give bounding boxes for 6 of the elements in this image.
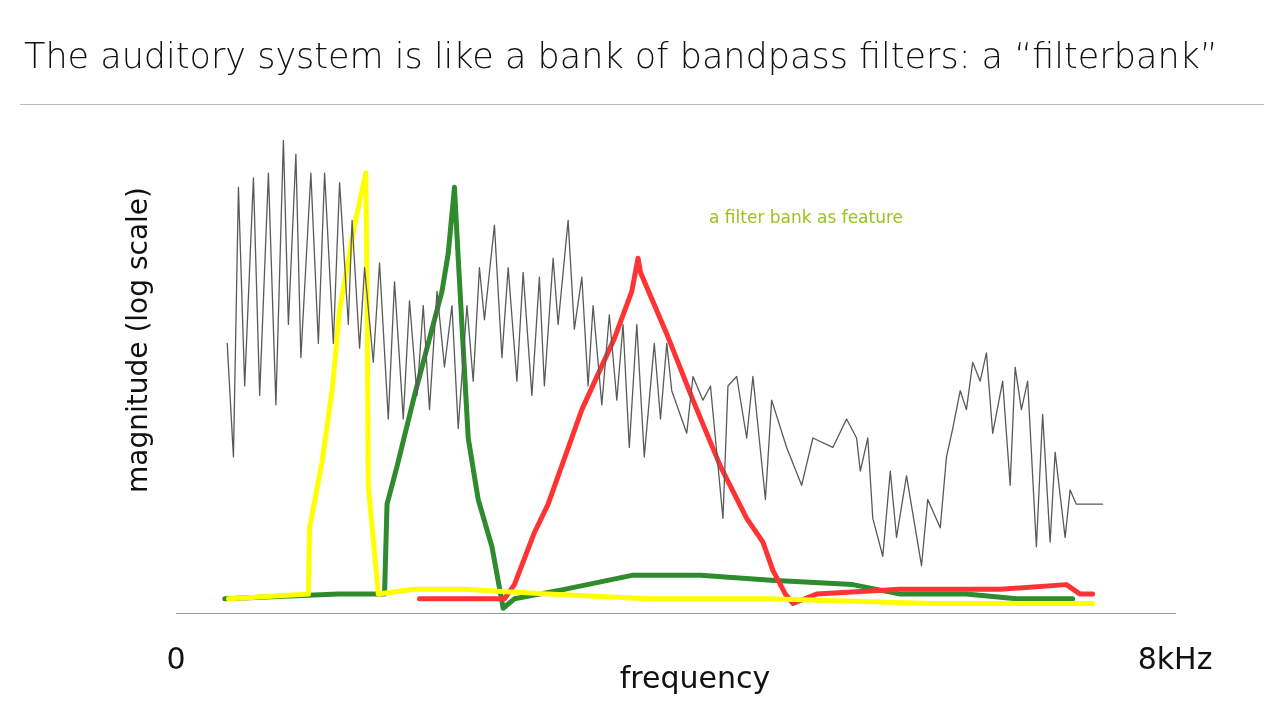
x-tick-label: 8kHz: [1137, 640, 1213, 676]
chart-title: The auditory system is like a bank of bandpass filters: a “filterbank”: [24, 36, 1218, 76]
annotation: a filter bank as feature: [709, 207, 904, 227]
x-tick-label: 0: [166, 640, 186, 676]
x-axis-title: frequency: [619, 660, 771, 695]
y-axis-title: magnitude (log scale): [120, 187, 154, 493]
